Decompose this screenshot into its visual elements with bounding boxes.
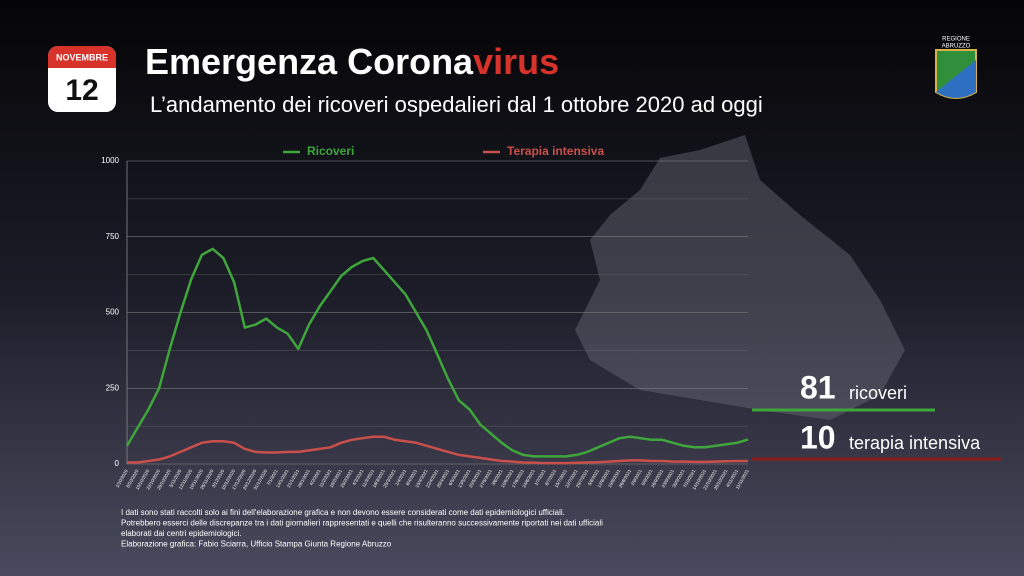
y-tick-label: 0 bbox=[115, 459, 120, 468]
calendar-band bbox=[48, 46, 116, 68]
logo-shield-part bbox=[936, 60, 976, 98]
region-map bbox=[575, 135, 905, 420]
title-main: Emergenza Corona bbox=[145, 41, 474, 82]
legend-label: Terapia intensiva bbox=[507, 144, 604, 158]
legend-label: Ricoveri bbox=[307, 144, 354, 158]
summary-value: 81 bbox=[800, 369, 836, 405]
footnote: Potrebbero esserci delle discrepanze tra… bbox=[121, 519, 603, 528]
y-tick-label: 750 bbox=[106, 232, 120, 241]
y-tick-label: 500 bbox=[106, 308, 120, 317]
footnote: elaborati dai centri epidemiologici. bbox=[121, 529, 242, 538]
summary-label: ricoveri bbox=[849, 383, 907, 403]
summary-label: terapia intensiva bbox=[849, 433, 981, 453]
calendar-day: 12 bbox=[65, 74, 98, 107]
subtitle: L’andamento dei ricoveri ospedalieri dal… bbox=[150, 92, 763, 117]
y-tick-label: 1000 bbox=[101, 156, 119, 165]
logo-text: REGIONE bbox=[942, 37, 970, 43]
title-accent: virus bbox=[473, 41, 559, 82]
title: Emergenza Coronavirus bbox=[145, 41, 559, 82]
series-line bbox=[127, 435, 748, 465]
summary-value: 10 bbox=[800, 419, 836, 455]
series-line bbox=[125, 247, 749, 458]
footnote: I dati sono stati raccolti solo ai fini … bbox=[121, 508, 565, 517]
calendar-month: NOVEMBRE bbox=[56, 52, 108, 62]
logo-text: ABRUZZO bbox=[942, 44, 971, 50]
y-tick-label: 250 bbox=[106, 383, 120, 392]
footnote: Elaborazione grafica: Fabio Sciarra, Uff… bbox=[121, 540, 392, 549]
